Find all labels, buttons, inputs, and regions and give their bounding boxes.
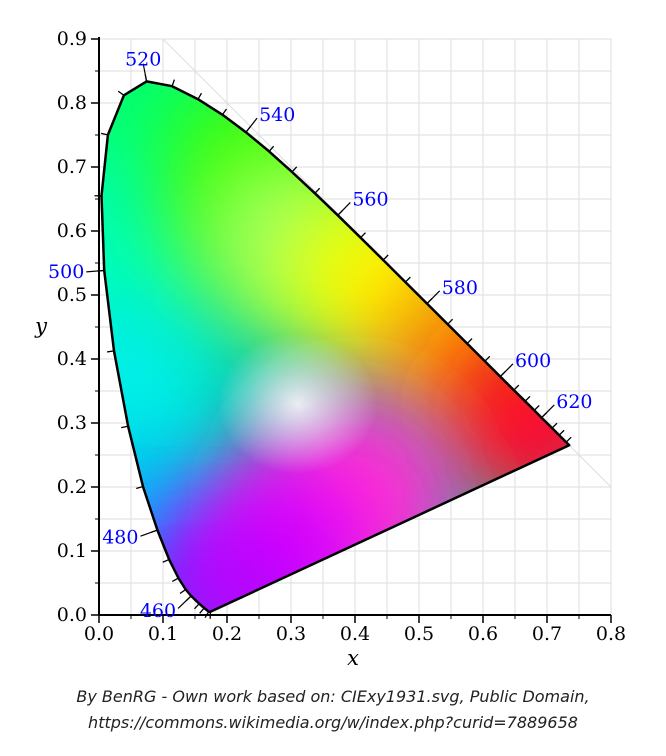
- x-axis-title: x: [347, 646, 359, 670]
- wavelength-tick: [162, 558, 170, 563]
- wavelength-tick: [100, 132, 109, 136]
- wavelength-tick: [107, 350, 115, 353]
- x-tick-label: 0.3: [276, 623, 306, 645]
- y-axis-title: y: [34, 314, 48, 338]
- x-tick-label: 0.8: [596, 623, 626, 645]
- y-tick-label: 0.0: [57, 604, 87, 626]
- wavelength-leader: [140, 529, 158, 537]
- wavelength-tick: [524, 395, 531, 402]
- wavelength-leader: [426, 290, 441, 304]
- wavelength-tick: [558, 429, 565, 436]
- x-tick-label: 0.2: [212, 623, 242, 645]
- wavelength-tick: [194, 603, 200, 610]
- caption: By BenRG - Own work based on: CIExy1931.…: [0, 684, 666, 736]
- color-blob-2: [101, 291, 225, 491]
- y-tick-label: 0.1: [57, 540, 87, 562]
- x-tick-label: 0.0: [84, 623, 114, 645]
- x-tick-label: 0.5: [404, 623, 434, 645]
- wavelength-tick: [221, 108, 227, 116]
- wavelength-label-580: 580: [442, 277, 478, 299]
- wavelength-tick: [404, 276, 411, 283]
- y-tick-label: 0.8: [57, 92, 87, 114]
- gamut-fill: [101, 81, 570, 612]
- wavelength-tick: [484, 355, 491, 362]
- wavelength-tick: [382, 254, 389, 261]
- white-point-glow: [217, 333, 378, 474]
- wavelength-tick: [447, 318, 454, 325]
- x-tick-label: 0.6: [468, 623, 498, 645]
- wavelength-tick: [204, 611, 210, 619]
- y-tick-label: 0.2: [57, 476, 87, 498]
- y-tick-label: 0.5: [57, 284, 87, 306]
- wavelength-tick: [197, 92, 203, 100]
- wavelength-tick: [268, 145, 275, 152]
- wavelength-tick: [199, 607, 205, 614]
- wavelength-tick: [136, 485, 144, 490]
- wavelength-tick: [291, 166, 298, 173]
- color-blob-14: [179, 523, 300, 612]
- wavelength-tick: [466, 338, 473, 344]
- x-tick-label: 0.4: [340, 623, 370, 645]
- wavelength-label-620: 620: [556, 391, 592, 413]
- wavelength-label-480: 480: [102, 527, 138, 549]
- wavelength-tick: [513, 384, 520, 391]
- wavelength-tick: [533, 404, 540, 411]
- wavelength-label-500: 500: [48, 261, 84, 283]
- chromaticity-chart: 0.0 0.1 0.2 0.3 0.4 0.5 0.6 0.7 0.8 0.0 0.1 0.2 0.3 0…: [34, 28, 626, 670]
- wavelength-leader: [177, 595, 192, 609]
- x-tick-label: 0.7: [532, 623, 562, 645]
- wavelength-leader: [86, 269, 105, 273]
- axes: 0.0 0.1 0.2 0.3 0.4 0.5 0.6 0.7 0.8 0.0 0.1 0.2 0.3 0…: [34, 28, 626, 670]
- wavelength-leader: [541, 404, 555, 419]
- caption-line-1: By BenRG - Own work based on: CIExy1931.…: [76, 687, 590, 706]
- wavelength-label-560: 560: [352, 189, 388, 211]
- x-tick-label: 0.1: [148, 623, 178, 645]
- y-tick-label: 0.4: [57, 348, 87, 370]
- wavelength-label-520: 520: [125, 49, 161, 71]
- wavelength-tick: [551, 422, 558, 429]
- wavelength-label-460: 460: [140, 600, 176, 622]
- wavelength-leader: [499, 363, 514, 378]
- color-blob-11: [487, 375, 570, 496]
- wavelength-leader: [245, 117, 258, 133]
- wavelength-leader: [142, 63, 148, 82]
- caption-line-2: https://commons.wikimedia.org/w/index.ph…: [88, 713, 578, 732]
- wavelength-label-600: 600: [515, 350, 551, 372]
- wavelength-label-540: 540: [259, 104, 295, 126]
- y-tick-label: 0.6: [57, 220, 87, 242]
- y-tick-label: 0.7: [57, 156, 87, 178]
- locus-outline: [100, 80, 571, 614]
- y-tick-label: 0.3: [57, 412, 87, 434]
- wavelength-tick: [360, 232, 366, 239]
- y-tick-label: 0.9: [57, 28, 87, 50]
- wavelength-tick: [171, 79, 175, 87]
- wavelength-tick: [179, 588, 187, 595]
- wavelength-tick: [171, 577, 179, 582]
- wavelength-tick: [314, 187, 321, 194]
- wavelength-tick: [121, 425, 129, 429]
- wavelength-tick: [565, 436, 572, 443]
- wavelength-tick: [117, 90, 125, 96]
- wavelength-leader: [337, 201, 351, 216]
